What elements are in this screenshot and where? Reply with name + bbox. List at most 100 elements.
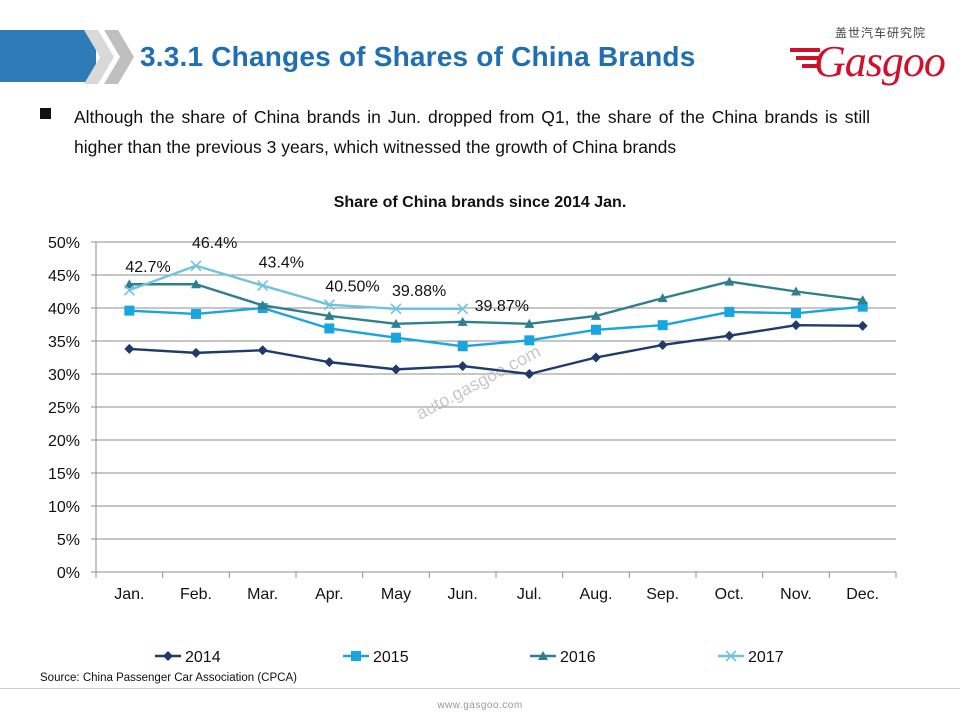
line-chart: Share of China brands since 2014 Jan. 0%… bbox=[0, 180, 960, 680]
series-line bbox=[128, 264, 463, 311]
logo-wordmark: Gasgoo bbox=[814, 37, 946, 86]
square-marker bbox=[391, 332, 401, 343]
series-line bbox=[129, 280, 863, 326]
x-tick-label: May bbox=[381, 586, 411, 603]
square-marker bbox=[324, 323, 335, 334]
x-marker bbox=[390, 303, 402, 315]
x-tick-label: Mar. bbox=[247, 586, 278, 603]
diamond-marker bbox=[124, 343, 135, 354]
data-label: 46.4% bbox=[192, 235, 237, 252]
x-tick-label: Sep. bbox=[646, 586, 679, 603]
triangle-marker bbox=[724, 276, 735, 286]
y-tick-label: 15% bbox=[48, 466, 80, 483]
diamond-marker bbox=[657, 339, 668, 350]
triangle-marker bbox=[124, 279, 135, 289]
y-tick-label: 25% bbox=[48, 400, 80, 417]
diamond-marker bbox=[457, 361, 468, 372]
bullet-text: Although the share of China brands in Ju… bbox=[74, 107, 870, 157]
chart-data-labels: 42.7% 46.4% 43.4% 40.50% 39.88% 39.87% bbox=[125, 235, 529, 315]
chart-svg: Share of China brands since 2014 Jan. 0%… bbox=[48, 194, 897, 666]
triangle-marker bbox=[857, 295, 868, 305]
bullet-square-icon bbox=[40, 108, 51, 119]
series-2017 bbox=[123, 260, 469, 315]
triangle-marker bbox=[524, 318, 535, 328]
triangle-marker bbox=[657, 293, 668, 303]
triangle-marker bbox=[791, 286, 801, 296]
x-marker bbox=[323, 299, 335, 311]
x-marker bbox=[257, 279, 269, 292]
chart-series bbox=[123, 260, 868, 379]
x-marker bbox=[123, 284, 135, 296]
triangle-marker bbox=[257, 300, 268, 310]
y-tick-label: 35% bbox=[48, 334, 80, 351]
chart-title: Share of China brands since 2014 Jan. bbox=[334, 194, 627, 211]
legend-label: 2014 bbox=[185, 649, 221, 666]
chart-legend: 2014 2015 2016 2017 bbox=[155, 649, 784, 666]
x-marker bbox=[725, 650, 737, 662]
triangle-marker bbox=[591, 310, 601, 320]
square-marker bbox=[724, 306, 735, 317]
y-tick-label: 10% bbox=[48, 499, 80, 516]
triangle-marker bbox=[457, 316, 468, 326]
data-label: 39.87% bbox=[475, 298, 529, 315]
diamond-marker bbox=[524, 369, 535, 379]
x-tick-label: Oct. bbox=[715, 586, 744, 603]
y-tick-label: 45% bbox=[48, 268, 80, 285]
diamond-marker bbox=[191, 347, 201, 358]
square-marker bbox=[124, 305, 135, 316]
data-label: 43.4% bbox=[259, 255, 304, 272]
y-tick-label: 20% bbox=[48, 433, 80, 450]
source-note: Source: China Passenger Car Association … bbox=[40, 672, 297, 684]
y-tick-label: 0% bbox=[57, 565, 80, 582]
x-tick-label: Jul. bbox=[517, 586, 542, 603]
watermark: auto.gasgoo.com bbox=[412, 341, 543, 423]
footer-url: www.gasgoo.com bbox=[437, 700, 523, 711]
series-2016 bbox=[124, 276, 868, 328]
x-tick-label: Apr. bbox=[315, 586, 343, 603]
square-marker bbox=[791, 308, 801, 319]
diamond-marker bbox=[791, 320, 801, 331]
x-marker bbox=[190, 260, 202, 272]
square-marker bbox=[857, 301, 868, 312]
chart-axes: 0% 5% 10% 15% 20% 25% 30% 35% 40% 45% 50% Jan. Feb. M… bbox=[48, 235, 897, 603]
diamond-marker bbox=[257, 345, 268, 356]
diamond-marker bbox=[324, 357, 335, 368]
logo-speed-lines-icon bbox=[790, 48, 820, 68]
legend-label: 2016 bbox=[560, 649, 596, 666]
title-chevron-icon bbox=[84, 30, 134, 84]
diamond-marker bbox=[857, 320, 868, 331]
data-label: 42.7% bbox=[125, 259, 170, 276]
square-marker bbox=[351, 651, 361, 661]
title-accent-band bbox=[0, 30, 96, 82]
data-label: 39.88% bbox=[392, 283, 446, 300]
gasgoo-logo: 盖世汽车研究院 Gasgoo bbox=[790, 18, 950, 86]
series-line bbox=[129, 305, 863, 348]
series-2015 bbox=[124, 301, 868, 352]
data-label: 40.50% bbox=[325, 279, 379, 296]
diamond-marker bbox=[591, 352, 601, 363]
square-marker bbox=[191, 308, 201, 319]
y-tick-label: 50% bbox=[48, 235, 80, 252]
triangle-marker bbox=[538, 651, 548, 660]
x-tick-label: Aug. bbox=[580, 586, 613, 603]
y-tick-label: 40% bbox=[48, 301, 80, 318]
y-tick-label: 30% bbox=[48, 367, 80, 384]
page-title-bar: 3.3.1 Changes of Shares of China Brands bbox=[140, 34, 780, 80]
legend-item-2014: 2014 bbox=[155, 649, 221, 666]
x-tick-label: Jun. bbox=[448, 586, 478, 603]
legend-item-2015: 2015 bbox=[343, 649, 409, 666]
y-tick-label: 5% bbox=[57, 532, 80, 549]
triangle-marker bbox=[191, 279, 201, 289]
series-line bbox=[129, 323, 863, 376]
square-marker bbox=[591, 324, 601, 335]
watermark-text: auto.gasgoo.com bbox=[412, 341, 543, 423]
footer-divider bbox=[0, 688, 960, 689]
x-marker bbox=[457, 303, 469, 315]
diamond-marker bbox=[391, 364, 401, 375]
logo-chinese-text: 盖世汽车研究院 bbox=[834, 26, 926, 40]
x-tick-label: Jan. bbox=[114, 586, 144, 603]
diamond-marker bbox=[724, 330, 735, 341]
bullet-point: Although the share of China brands in Ju… bbox=[40, 102, 870, 162]
series-2014 bbox=[124, 320, 868, 379]
legend-label: 2015 bbox=[373, 649, 409, 666]
